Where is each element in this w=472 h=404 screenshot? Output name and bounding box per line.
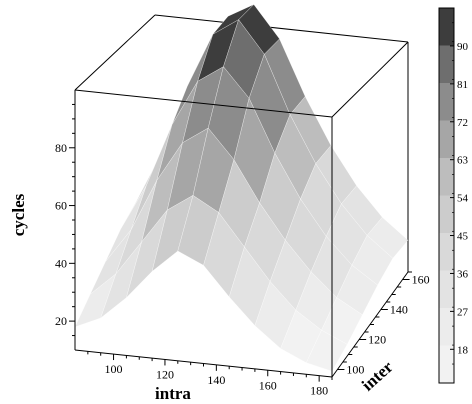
x-tick-label: 140: [207, 373, 225, 387]
y-tick-label: 140: [390, 303, 408, 317]
y-axis: 100 120 140 160: [337, 271, 430, 377]
colorbar-tick-label: 63: [457, 155, 469, 167]
colorbar-tick-label: 45: [457, 231, 469, 243]
colorbar-tick-label: 81: [457, 79, 468, 91]
z-tick-label: 60: [55, 199, 67, 213]
z-tick-label: 40: [55, 256, 67, 270]
colorbar-gradient: [438, 7, 455, 384]
colorbar-tick-label: 90: [457, 41, 469, 53]
colorbar-ticks: 18 27 36 45 54 63 72 81 90: [450, 22, 469, 365]
x-tick-label: 180: [310, 384, 328, 398]
x-tick-label: 120: [156, 367, 174, 381]
box-back-edges: [74, 14, 409, 272]
z-axis: 20 40 60 80: [55, 103, 75, 337]
x-axis-label: intra: [155, 384, 191, 403]
x-tick-label: 100: [105, 362, 123, 376]
x-tick-label: 160: [259, 378, 277, 392]
surface-patch: [305, 329, 348, 372]
colorbar-tick-label: 72: [457, 117, 468, 129]
colorbar-tick-label: 18: [457, 344, 469, 356]
colorbar-tick-label: 54: [457, 193, 469, 205]
y-tick-label: 120: [368, 333, 386, 347]
y-tick-label: 160: [412, 273, 430, 287]
z-tick-label: 20: [55, 314, 67, 328]
z-axis-label: cycles: [9, 193, 28, 236]
colorbar: 18 27 36 45 54 63 72 81 90: [438, 7, 469, 384]
y-tick-label: 100: [346, 363, 364, 377]
surface-mesh: [74, 4, 409, 372]
x-axis: 100 120 140 160 180: [87, 351, 333, 398]
colorbar-tick-label: 27: [457, 306, 469, 318]
z-tick-label: 80: [55, 141, 67, 155]
colorbar-tick-label: 36: [457, 268, 469, 280]
